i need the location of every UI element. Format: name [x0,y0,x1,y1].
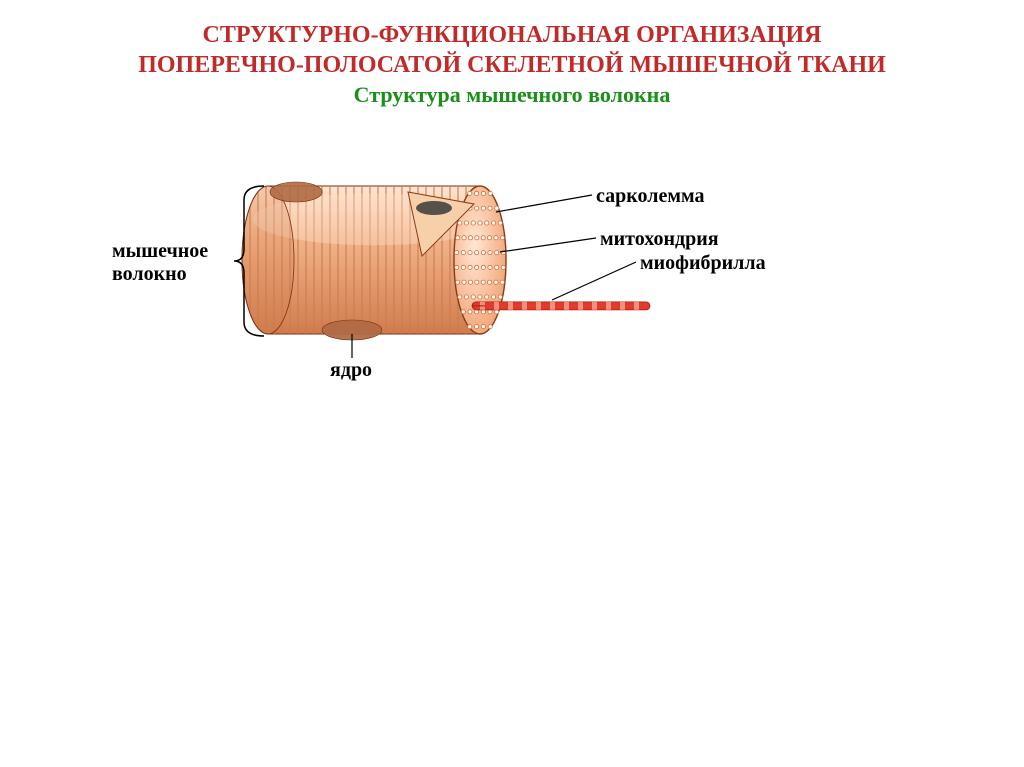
label-muscle-fiber: мышечное волокно [112,240,208,286]
label-myofibril: миофибрилла [640,252,766,275]
label-mitochondrion: митохондрия [600,228,719,251]
label-sarcolemma: сарколемма [596,185,704,208]
muscle-fiber-diagram [0,0,1024,767]
label-nucleus: ядро [330,359,372,382]
